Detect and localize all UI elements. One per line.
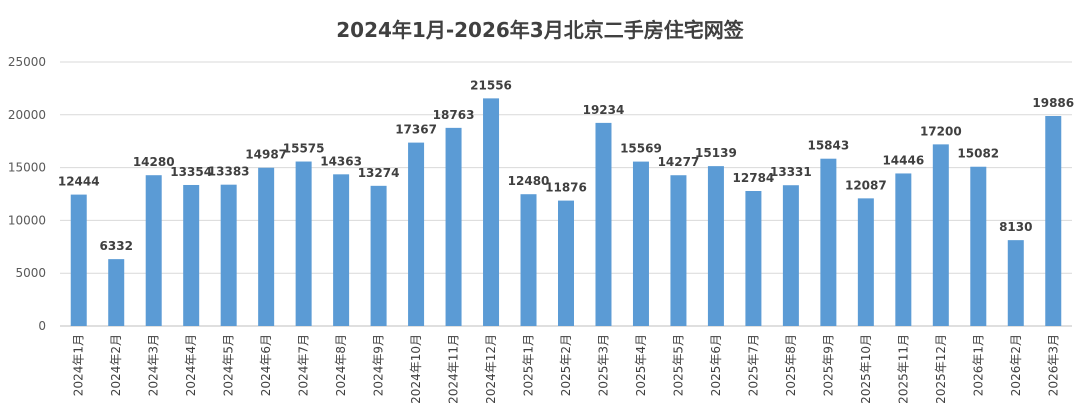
data-label: 15082 xyxy=(957,147,999,161)
x-tick-label: 2024年10月 xyxy=(409,334,423,404)
x-tick-label: 2025年10月 xyxy=(859,334,873,404)
bar xyxy=(632,161,649,326)
data-label: 21556 xyxy=(470,78,512,92)
y-tick-label: 0 xyxy=(38,319,46,333)
bar xyxy=(670,175,687,326)
data-label: 14446 xyxy=(882,153,924,167)
x-tick-label: 2026年1月 xyxy=(971,334,985,396)
data-label: 18763 xyxy=(433,108,475,122)
y-tick-label: 20000 xyxy=(8,108,46,122)
data-label: 13274 xyxy=(358,166,400,180)
bar xyxy=(520,194,537,326)
data-label: 12480 xyxy=(508,174,550,188)
bar xyxy=(857,198,874,326)
bar xyxy=(333,174,350,326)
bar xyxy=(445,127,462,326)
bar xyxy=(70,194,87,326)
data-label: 13354 xyxy=(170,165,212,179)
chart-title: 2024年1月-2026年3月北京二手房住宅网签 xyxy=(336,18,744,42)
x-tick-label: 2024年4月 xyxy=(184,334,198,396)
x-tick-label: 2025年2月 xyxy=(559,334,573,396)
y-tick-label: 5000 xyxy=(15,266,46,280)
y-tick-label: 15000 xyxy=(8,161,46,175)
bar xyxy=(370,185,387,326)
x-tick-label: 2025年5月 xyxy=(671,334,685,396)
x-tick-label: 2024年7月 xyxy=(297,334,311,396)
x-tick-label: 2025年11月 xyxy=(896,334,910,404)
x-tick-label: 2026年3月 xyxy=(1046,334,1060,396)
bar xyxy=(258,167,275,326)
y-tick-label: 10000 xyxy=(8,213,46,227)
x-tick-label: 2024年8月 xyxy=(334,334,348,396)
bar xyxy=(595,122,612,326)
bar xyxy=(558,200,574,326)
x-tick-label: 2024年11月 xyxy=(447,334,461,404)
bar xyxy=(108,259,125,326)
x-tick-label: 2024年3月 xyxy=(147,334,161,396)
data-label: 8130 xyxy=(999,220,1032,234)
bar xyxy=(1007,240,1024,326)
data-label: 14280 xyxy=(133,155,175,169)
x-tick-label: 2025年1月 xyxy=(522,334,536,396)
x-tick-label: 2025年7月 xyxy=(746,334,760,396)
data-label: 15569 xyxy=(620,142,662,156)
bar xyxy=(782,185,799,326)
data-label: 13383 xyxy=(208,165,250,179)
data-label: 17367 xyxy=(395,123,437,137)
data-label: 12444 xyxy=(58,175,100,189)
x-tick-label: 2024年2月 xyxy=(109,334,123,396)
data-label: 17200 xyxy=(920,124,962,138)
bar xyxy=(932,144,949,326)
x-tick-label: 2025年9月 xyxy=(821,334,835,396)
x-tick-label: 2025年6月 xyxy=(709,334,723,396)
data-label: 19234 xyxy=(583,103,625,117)
bar xyxy=(295,161,312,326)
bar xyxy=(820,158,837,326)
data-label: 14277 xyxy=(658,155,700,169)
bar xyxy=(183,184,200,326)
data-label: 14363 xyxy=(320,154,362,168)
x-tick-label: 2025年12月 xyxy=(934,334,948,404)
x-tick-label: 2024年12月 xyxy=(484,334,498,404)
bar xyxy=(145,175,162,326)
data-label: 15139 xyxy=(695,146,737,160)
bar xyxy=(408,142,425,326)
x-tick-label: 2025年3月 xyxy=(596,334,610,396)
x-tick-label: 2024年1月 xyxy=(72,334,86,396)
bar xyxy=(483,98,500,326)
x-tick-label: 2024年9月 xyxy=(372,334,386,396)
data-label: 11876 xyxy=(545,181,587,195)
bar xyxy=(220,184,237,326)
x-tick-label: 2024年5月 xyxy=(222,334,236,396)
bar xyxy=(745,191,762,326)
bar xyxy=(707,166,724,326)
x-tick-label: 2026年2月 xyxy=(1009,334,1023,396)
bar xyxy=(895,173,912,326)
x-tick-label: 2025年4月 xyxy=(634,334,648,396)
data-label: 13331 xyxy=(770,165,812,179)
bar xyxy=(1045,116,1062,326)
data-label: 14987 xyxy=(245,148,287,162)
y-tick-label: 25000 xyxy=(8,55,46,69)
x-tick-label: 2024年6月 xyxy=(259,334,273,396)
data-label: 15575 xyxy=(283,142,325,156)
bar xyxy=(970,166,987,326)
x-tick-label: 2025年8月 xyxy=(784,334,798,396)
data-label: 6332 xyxy=(100,239,133,253)
data-label: 12087 xyxy=(845,178,887,192)
data-label: 15843 xyxy=(807,139,849,153)
data-label: 12784 xyxy=(733,171,775,185)
data-label: 19886 xyxy=(1032,96,1074,110)
